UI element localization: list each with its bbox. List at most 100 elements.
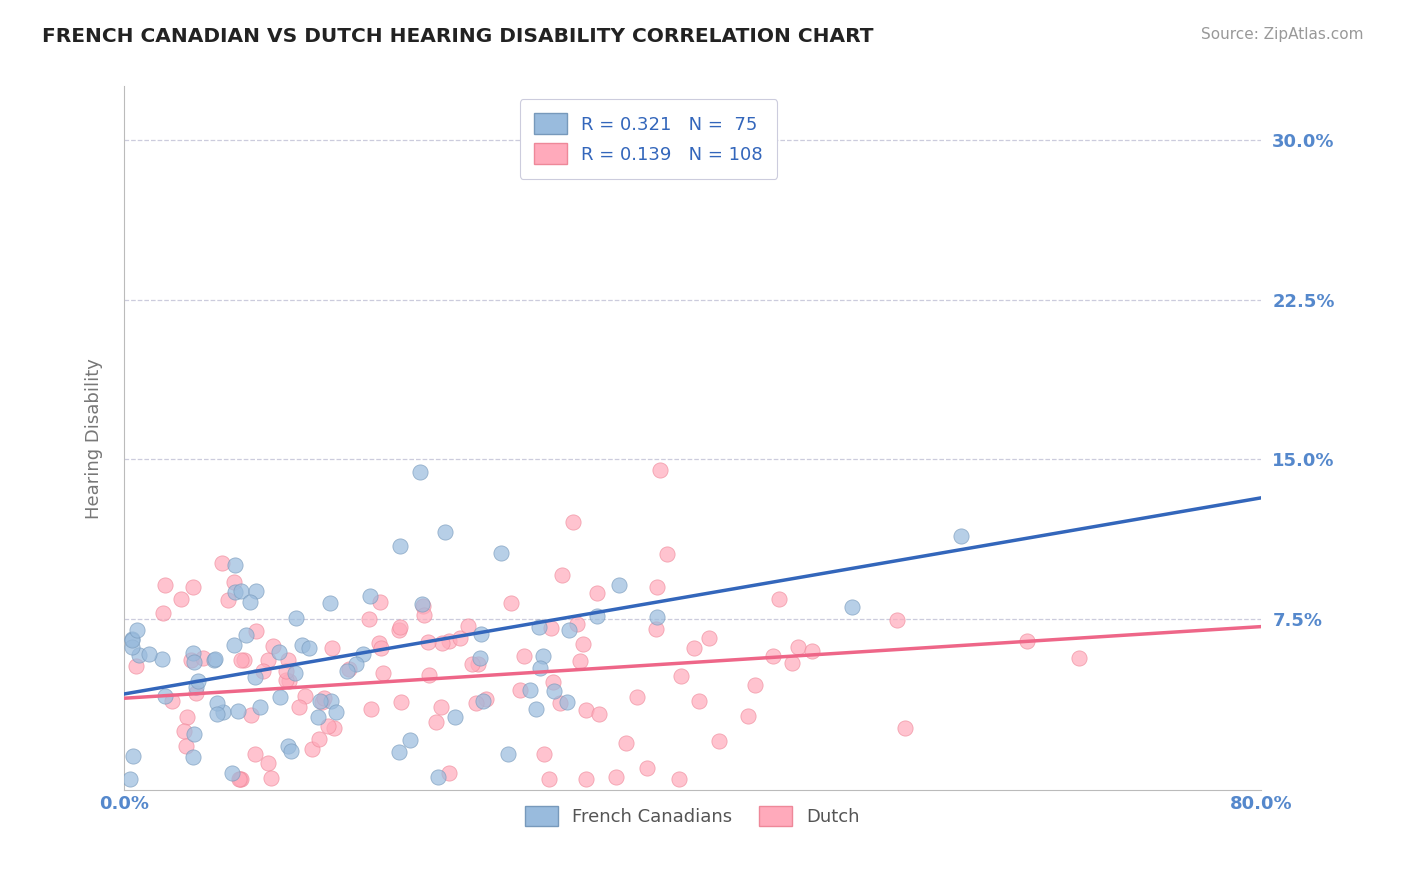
Point [370,641,392,656]
Point [586,608,609,623]
Point [228,772,250,787]
Point [229,653,252,667]
Point [526,702,548,716]
Point [153,578,176,592]
Point [605,770,627,784]
Point [127,624,149,638]
Point [668,772,690,787]
Point [388,745,411,759]
Y-axis label: Hearing Disability: Hearing Disability [86,358,103,518]
Point [443,710,465,724]
Point [152,606,174,620]
Point [465,696,488,710]
Point [224,584,246,599]
Point [205,707,228,722]
Point [388,623,411,637]
Point [707,734,730,748]
Point [274,673,297,687]
Point [449,631,471,645]
Point [207,696,229,710]
Point [211,556,233,570]
Point [352,647,374,661]
Point [314,690,336,705]
Point [284,665,307,680]
Point [474,692,496,706]
Point [540,622,562,636]
Point [527,619,550,633]
Point [235,628,257,642]
Point [575,772,598,787]
Point [697,632,720,646]
Point [541,675,564,690]
Legend: French Canadians, Dutch: French Canadians, Dutch [519,798,868,834]
Point [471,694,494,708]
Point [291,638,314,652]
Point [278,674,301,689]
Point [439,633,461,648]
Point [260,771,283,785]
Point [669,669,692,683]
Point [128,648,150,663]
Point [893,721,915,735]
Point [886,613,908,627]
Point [418,667,440,681]
Point [439,765,461,780]
Point [232,653,254,667]
Point [645,622,668,636]
Point [650,462,672,476]
Point [1067,651,1090,665]
Point [548,697,571,711]
Point [537,772,560,787]
Point [555,695,578,709]
Point [368,636,391,650]
Point [231,772,253,787]
Point [768,592,790,607]
Point [267,645,290,659]
Point [269,690,291,705]
Point [181,580,204,594]
Point [636,761,658,775]
Point [370,595,392,609]
Point [321,694,343,708]
Point [217,593,239,607]
Point [245,624,267,639]
Point [285,611,308,625]
Point [336,664,359,678]
Point [373,665,395,680]
Point [252,664,274,678]
Point [173,724,195,739]
Point [150,652,173,666]
Point [186,680,208,694]
Point [389,620,412,634]
Text: Source: ZipAtlas.com: Source: ZipAtlas.com [1201,27,1364,42]
Point [346,657,368,672]
Point [737,708,759,723]
Point [121,632,143,647]
Point [519,682,541,697]
Point [412,607,434,622]
Point [496,747,519,762]
Point [121,640,143,655]
Point [409,465,432,479]
Point [229,583,252,598]
Point [585,586,607,600]
Point [389,695,412,709]
Point [800,644,823,658]
Point [211,705,233,719]
Point [301,742,323,756]
Point [489,545,512,559]
Point [138,647,160,661]
Point [249,699,271,714]
Point [744,677,766,691]
Point [416,634,439,648]
Point [193,651,215,665]
Point [221,766,243,780]
Point [359,589,381,603]
Point [467,657,489,671]
Point [501,596,523,610]
Point [841,600,863,615]
Point [529,661,551,675]
Point [183,726,205,740]
Point [257,756,280,771]
Point [224,558,246,573]
